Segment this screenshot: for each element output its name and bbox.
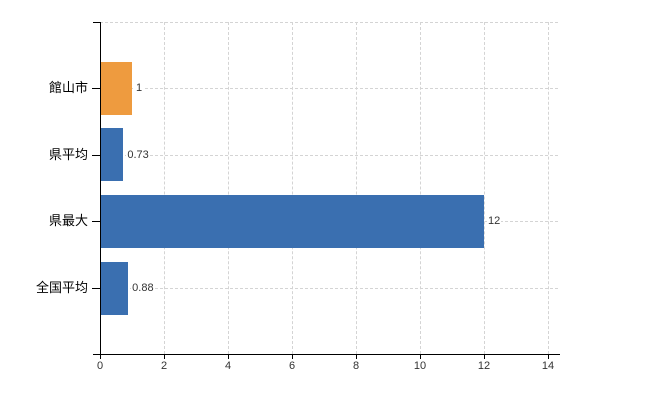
x-tick-label: 4 <box>224 360 232 372</box>
x-tick-label: 2 <box>160 360 168 372</box>
bar-value-label: 0.73 <box>126 147 150 162</box>
x-tick-label: 8 <box>352 360 360 372</box>
category-gridline <box>100 88 558 89</box>
x-axis-tick <box>420 354 421 359</box>
category-label: 県平均 <box>48 146 88 162</box>
plot-top-border <box>100 22 558 23</box>
x-axis-tick <box>484 354 485 359</box>
x-tick-label: 0 <box>96 360 104 372</box>
x-tick-label: 14 <box>541 360 555 372</box>
bar-value-label: 0.88 <box>131 281 155 295</box>
y-axis-top-cap <box>93 22 100 23</box>
x-gridline <box>548 22 549 354</box>
x-gridline <box>228 22 229 354</box>
x-axis-tick <box>292 354 293 359</box>
x-axis-line <box>93 354 560 355</box>
x-tick-label: 6 <box>288 360 296 372</box>
bar-2 <box>100 194 484 248</box>
x-gridline <box>292 22 293 354</box>
bar-3 <box>100 261 129 315</box>
category-gridline <box>100 154 558 156</box>
x-gridline <box>420 22 421 354</box>
y-axis-tick <box>92 221 100 223</box>
category-label: 全国平均 <box>35 280 88 295</box>
bar-value-label: 1 <box>135 81 144 95</box>
bar-1 <box>100 128 124 182</box>
category-label: 県最大 <box>48 213 88 229</box>
y-axis-tick <box>92 88 100 89</box>
bar-value-label: 12 <box>487 214 502 229</box>
x-axis-tick <box>100 354 101 359</box>
x-gridline <box>484 22 485 354</box>
x-gridline <box>164 22 165 354</box>
bar-0 <box>100 61 132 115</box>
x-axis-tick <box>548 354 549 359</box>
y-axis-line <box>100 22 101 354</box>
y-axis-tick <box>92 154 100 156</box>
x-tick-label: 10 <box>413 360 427 372</box>
category-gridline <box>100 288 558 289</box>
x-axis-tick <box>164 354 165 359</box>
category-label: 館山市 <box>48 80 88 95</box>
y-axis-tick <box>92 288 100 289</box>
x-axis-tick <box>228 354 229 359</box>
x-tick-label: 12 <box>477 360 491 372</box>
x-axis-tick <box>356 354 357 359</box>
x-gridline <box>356 22 357 354</box>
